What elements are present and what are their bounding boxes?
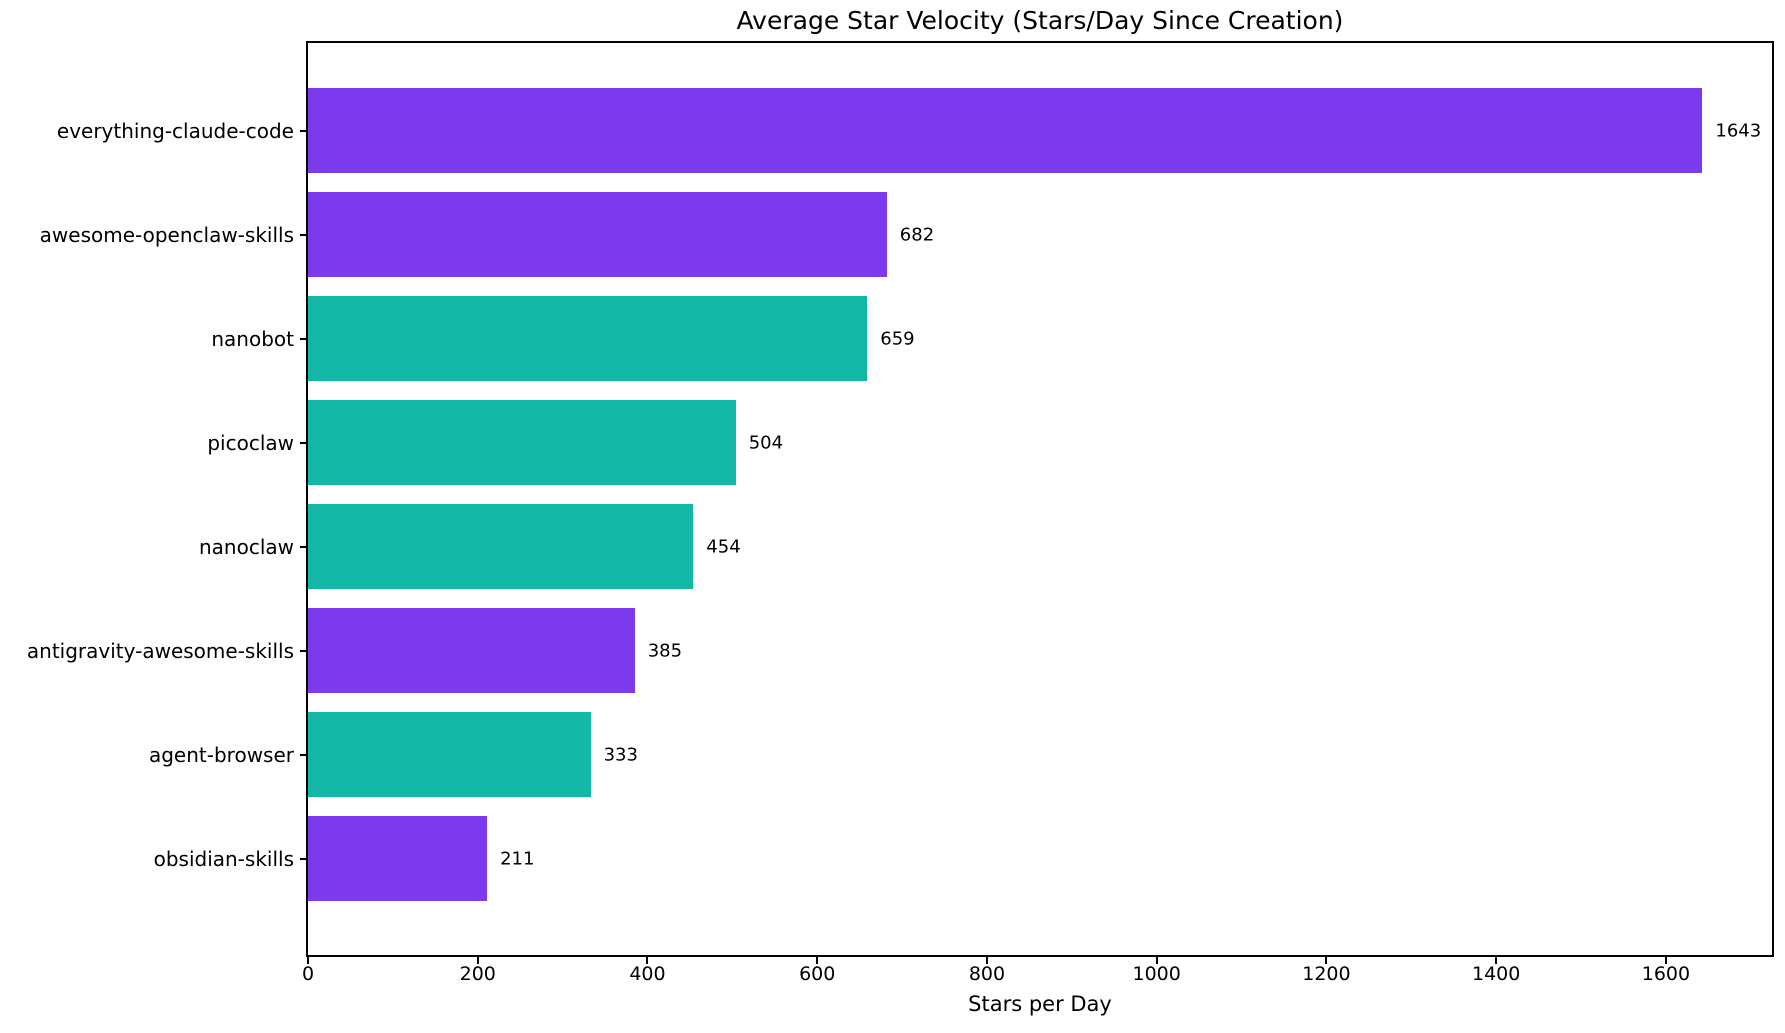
- plot-area: 1643 682 659 504 454 385 333 211: [306, 41, 1774, 957]
- y-axis-tick-mark: [300, 753, 308, 756]
- x-axis-tick-label: 1200: [1302, 963, 1351, 985]
- bar-value-label: 504: [748, 432, 784, 453]
- y-axis-category-label: nanobot: [211, 326, 294, 351]
- x-axis-tick-mark: [985, 955, 988, 964]
- y-axis-tick-mark: [300, 233, 308, 236]
- y-axis-tick-mark: [300, 649, 308, 652]
- bar: [308, 192, 887, 277]
- x-axis-tick-mark: [476, 955, 479, 964]
- x-axis-tick-label: 200: [459, 963, 496, 985]
- bar: [308, 400, 736, 485]
- bar-value-label: 211: [500, 848, 535, 869]
- x-axis-tick-mark: [307, 955, 309, 964]
- x-axis-tick-label: 400: [629, 963, 666, 985]
- bar: [308, 712, 591, 797]
- y-axis-tick-mark: [300, 129, 308, 132]
- y-axis-tick-mark: [300, 441, 308, 444]
- y-axis-category-label: nanoclaw: [198, 534, 294, 559]
- x-axis-tick-mark: [816, 955, 819, 964]
- x-axis-tick-label: 1400: [1471, 963, 1521, 985]
- x-axis-tick-label: 800: [968, 963, 1006, 985]
- x-axis-label: Stars per Day: [968, 992, 1112, 1016]
- bar-value-label: 682: [899, 224, 935, 245]
- bar-value-label: 333: [603, 744, 638, 765]
- bar-value-label: 385: [647, 640, 683, 661]
- x-axis-tick-mark: [1325, 955, 1328, 964]
- x-axis-tick-label: 1600: [1641, 963, 1691, 985]
- bar: [308, 504, 694, 589]
- y-axis-category-label: awesome-openclaw-skills: [39, 222, 294, 247]
- y-axis-tick-mark: [300, 545, 308, 548]
- bar-value-label: 659: [880, 328, 915, 349]
- y-axis-tick-mark: [300, 337, 308, 340]
- bar: [308, 296, 868, 381]
- x-axis-tick-mark: [1495, 955, 1498, 964]
- y-axis-category-label: picoclaw: [207, 430, 294, 455]
- y-axis-category-label: obsidian-skills: [153, 846, 294, 871]
- x-axis-tick-mark: [646, 955, 649, 964]
- y-axis-category-label: everything-claude-code: [56, 118, 294, 143]
- x-axis-tick-label: 0: [301, 963, 315, 985]
- y-axis-category-label: antigravity-awesome-skills: [26, 638, 294, 663]
- bar: [308, 608, 635, 693]
- chart-title: Average Star Velocity (Stars/Day Since C…: [736, 6, 1344, 35]
- x-axis-tick-mark: [1664, 955, 1667, 964]
- x-axis-tick-label: 1000: [1132, 963, 1181, 985]
- bar: [308, 88, 1703, 173]
- bar: [308, 816, 488, 901]
- bar-value-label: 454: [706, 536, 741, 557]
- y-axis-tick-mark: [300, 857, 308, 860]
- y-axis-category-label: agent-browser: [148, 742, 294, 767]
- x-axis-tick-mark: [1155, 955, 1158, 964]
- x-axis-tick-label: 600: [799, 963, 836, 985]
- bar-value-label: 1643: [1715, 120, 1762, 141]
